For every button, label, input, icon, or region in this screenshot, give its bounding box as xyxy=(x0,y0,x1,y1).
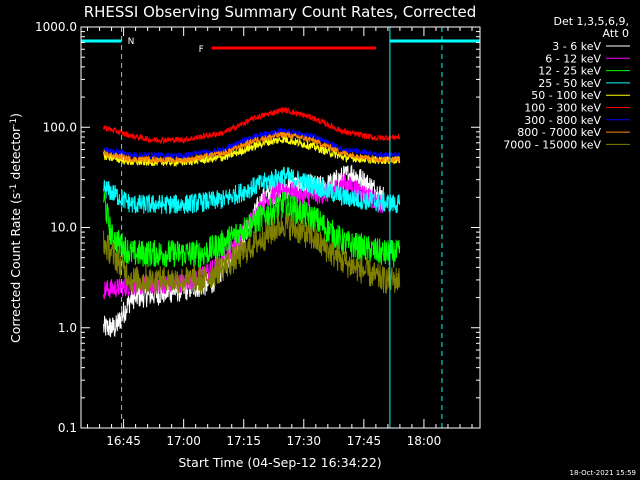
legend-label-7: 300 - 800 keV xyxy=(524,114,601,127)
series-line-8 xyxy=(103,131,401,165)
flare-flag-label: F xyxy=(199,45,204,55)
legend-label-6: 100 - 300 keV xyxy=(524,102,601,115)
series-line-7 xyxy=(103,127,401,160)
x-tick-label-2: 17:00 xyxy=(166,434,201,448)
series-line-9 xyxy=(103,212,401,295)
legend-label-2: 6 - 12 keV xyxy=(545,52,601,65)
legend-label-3: 12 - 25 keV xyxy=(538,65,601,78)
y-axis-label-sup2: -1 xyxy=(9,118,19,127)
detector-info-line1: Det 1,3,5,6,9, xyxy=(553,15,629,28)
x-axis-label: Start Time (04-Sep-12 16:34:22) xyxy=(178,455,381,470)
y-tick-label-5: 1000.0 xyxy=(35,20,77,34)
detector-info-line2: Att 0 xyxy=(603,27,629,40)
tick-layer: 0.1 1.0 10.0 100.0 1000.0 16:45 17:00 17:15 17:3… xyxy=(35,20,480,448)
legend-label-1: 3 - 6 keV xyxy=(552,40,601,53)
legend-label-8: 800 - 7000 keV xyxy=(517,126,601,139)
y-tick-label-2: 1.0 xyxy=(58,321,77,335)
night-flag-label: N xyxy=(128,37,135,47)
chart-title: RHESSI Observing Summary Count Rates, Co… xyxy=(84,3,477,21)
legend-label-5: 50 - 100 keV xyxy=(531,89,601,102)
y-tick-label-1: 0.1 xyxy=(58,421,77,435)
series-line-6 xyxy=(103,106,401,145)
date-stamp: 18-Oct-2021 15:59 xyxy=(570,469,636,477)
data-series-layer xyxy=(103,106,401,338)
x-tick-label-5: 17:45 xyxy=(347,434,382,448)
series-line-2 xyxy=(103,173,385,300)
x-tick-label-1: 16:45 xyxy=(106,434,141,448)
y-axis-label: Corrected Count Rate (s-1 detector-1) xyxy=(8,113,23,343)
x-tick-label-3: 17:15 xyxy=(226,434,261,448)
y-axis-label-main: Corrected Count Rate (s xyxy=(8,193,23,343)
y-axis-label-sup1: -1 xyxy=(9,184,19,193)
y-axis-label-end: ) xyxy=(8,113,23,118)
y-tick-label-3: 10.0 xyxy=(50,221,77,235)
x-tick-label-6: 18:00 xyxy=(407,434,442,448)
y-tick-label-4: 100.0 xyxy=(43,120,77,134)
y-axis-label-mid: detector xyxy=(8,126,23,184)
legend-label-9: 7000 - 15000 keV xyxy=(503,138,601,151)
series-line-3 xyxy=(103,191,401,269)
x-tick-label-4: 17:30 xyxy=(286,434,321,448)
legend-label-4: 25 - 50 keV xyxy=(538,77,601,90)
series-line-4 xyxy=(103,166,401,215)
